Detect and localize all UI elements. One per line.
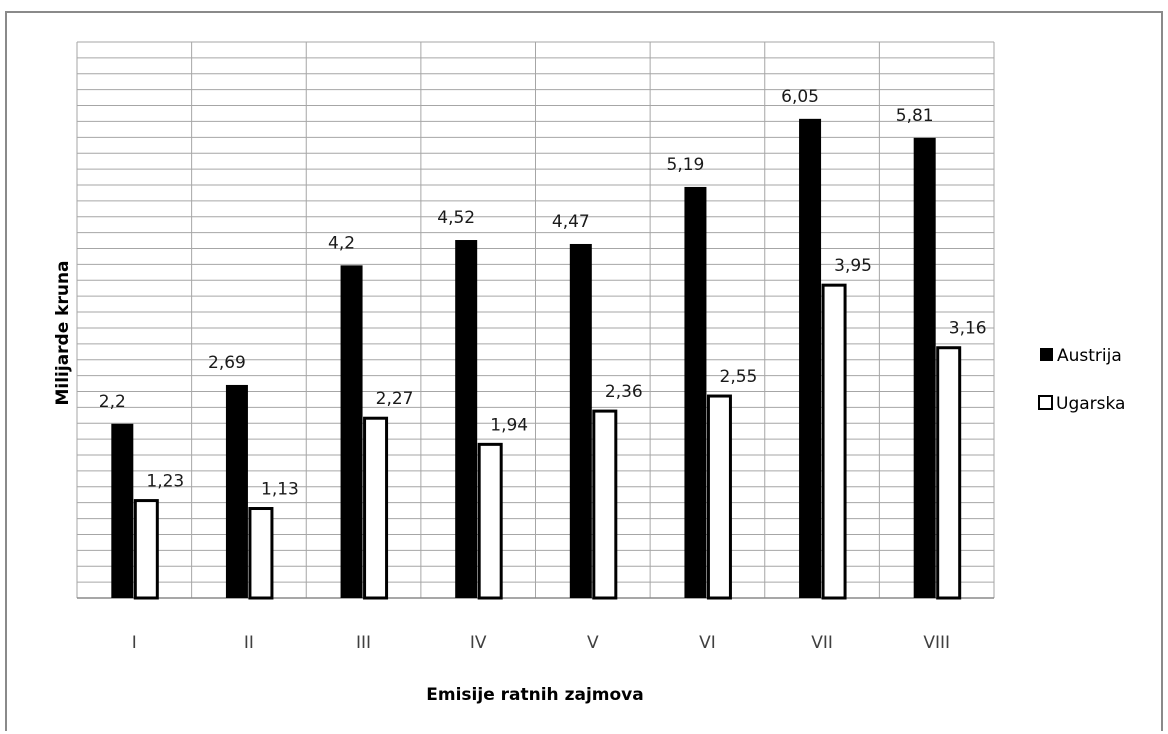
x-tick-label: VI (699, 633, 716, 653)
bar-ugarska (592, 409, 618, 600)
x-tick-label: VII (811, 633, 833, 653)
data-labels: 2,2 1,23 2,69 1,13 4,2 2,27 4,52 1,94 4,47 2,36 5,… (99, 87, 987, 500)
data-label-austrija: 2,69 (208, 353, 246, 373)
data-label-ugarska: 2,55 (720, 367, 758, 387)
bar-ugarska (363, 416, 389, 600)
legend-label-ugarska: Ugarska (1056, 394, 1125, 414)
bar-austrija (340, 265, 363, 598)
x-tick-label: I (132, 633, 137, 653)
data-label-austrija: 5,19 (667, 155, 705, 175)
bar-austrija (455, 240, 478, 599)
legend-item-ugarska: Ugarska (1038, 394, 1125, 414)
data-label-ugarska: 2,27 (376, 389, 414, 409)
bar-ugarska (936, 346, 962, 600)
bar-austrija (111, 423, 134, 598)
legend-item-austrija: Austrija (1040, 346, 1122, 366)
x-tick-label: V (587, 633, 599, 653)
gridlines (76, 41, 995, 599)
x-tick-label: IV (470, 633, 487, 653)
data-label-ugarska: 3,16 (949, 319, 987, 339)
legend: Austrija Ugarska (1038, 346, 1125, 414)
x-tick-label: II (244, 633, 254, 653)
x-tick-label: III (356, 633, 371, 653)
bar-austrija (684, 186, 707, 598)
y-axis-title: Milijarde kruna (53, 260, 73, 405)
data-label-austrija: 2,2 (99, 392, 126, 412)
bar-austrija (913, 137, 936, 598)
bar-ugarska (477, 442, 503, 600)
data-label-ugarska: 2,36 (605, 382, 643, 402)
x-tick-label: VIII (923, 633, 950, 653)
x-axis-title: Emisije ratnih zajmova (426, 685, 643, 705)
bar-ugarska (706, 394, 732, 600)
data-label-ugarska: 3,95 (834, 256, 872, 276)
bar-ugarska (821, 283, 847, 600)
legend-label-austrija: Austrija (1057, 346, 1122, 366)
data-label-austrija: 4,52 (437, 208, 475, 228)
data-label-ugarska: 1,13 (261, 480, 299, 500)
bar-austrija (225, 384, 248, 598)
legend-swatch-austrija (1040, 348, 1053, 361)
data-label-ugarska: 1,94 (490, 415, 528, 435)
bar-austrija (569, 243, 592, 598)
bar-austrija (799, 118, 822, 598)
data-label-ugarska: 1,23 (146, 472, 184, 492)
data-label-austrija: 5,81 (896, 106, 934, 126)
x-tick-labels: I II III IV V VI VII VIII (132, 633, 950, 653)
bar-ugarska (133, 499, 159, 600)
bars (111, 118, 962, 600)
bar-ugarska (248, 507, 274, 600)
data-label-austrija: 6,05 (781, 87, 819, 107)
data-label-austrija: 4,2 (328, 233, 355, 253)
legend-swatch-ugarska (1038, 395, 1053, 410)
data-label-austrija: 4,47 (552, 212, 590, 232)
